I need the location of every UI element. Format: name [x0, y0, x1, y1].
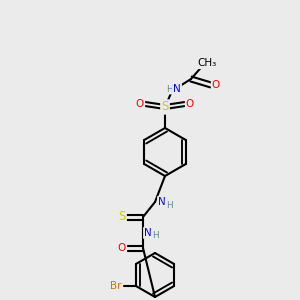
Text: N: N — [173, 84, 181, 94]
Text: O: O — [186, 99, 194, 109]
Text: O: O — [136, 99, 144, 109]
Text: N: N — [158, 197, 166, 207]
Text: H: H — [152, 232, 158, 241]
Text: S: S — [118, 211, 126, 224]
Text: H: H — [166, 200, 172, 209]
Text: H: H — [166, 85, 172, 94]
Text: S: S — [161, 100, 169, 113]
Text: O: O — [212, 80, 220, 90]
Text: O: O — [118, 243, 126, 253]
Text: N: N — [144, 228, 152, 238]
Text: Br: Br — [110, 281, 122, 291]
Text: CH₃: CH₃ — [197, 58, 217, 68]
